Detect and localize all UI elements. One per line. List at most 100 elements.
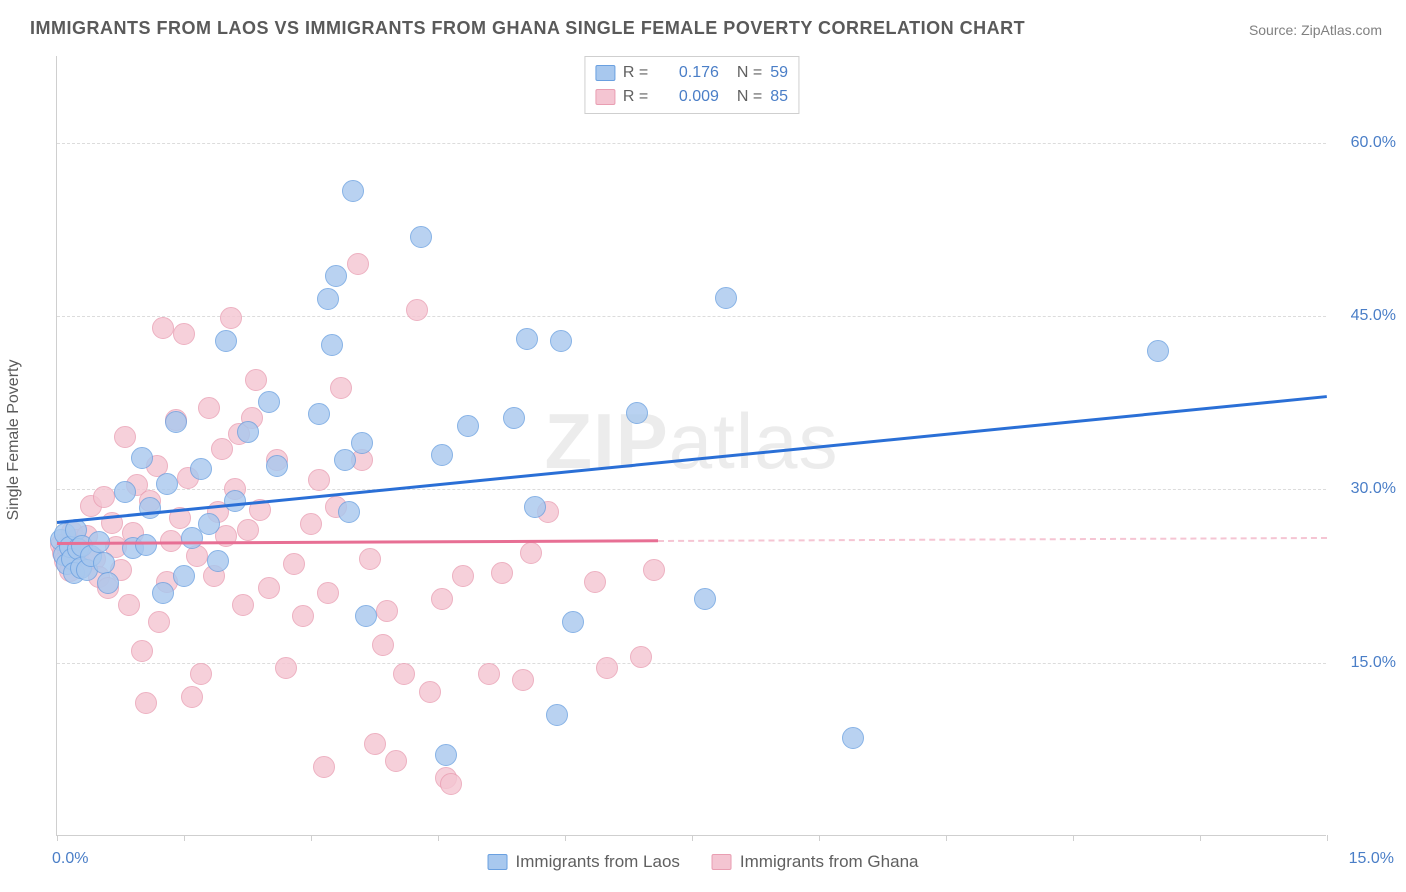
legend-correlation-row: R =0.176N =59 xyxy=(595,61,788,85)
chart-title: IMMIGRANTS FROM LAOS VS IMMIGRANTS FROM … xyxy=(30,18,1025,39)
r-label: R = xyxy=(623,85,653,109)
scatter-point xyxy=(452,565,474,587)
scatter-point xyxy=(393,663,415,685)
scatter-point xyxy=(503,407,525,429)
scatter-point xyxy=(715,287,737,309)
scatter-point xyxy=(630,646,652,668)
scatter-point xyxy=(419,681,441,703)
gridline xyxy=(57,663,1326,664)
scatter-point xyxy=(842,727,864,749)
scatter-point xyxy=(152,317,174,339)
scatter-point xyxy=(512,669,534,691)
scatter-point xyxy=(321,334,343,356)
scatter-point xyxy=(245,369,267,391)
x-tick-label: 15.0% xyxy=(1349,850,1394,868)
scatter-point xyxy=(258,577,280,599)
scatter-point xyxy=(478,663,500,685)
scatter-point xyxy=(516,328,538,350)
scatter-point xyxy=(308,403,330,425)
scatter-point xyxy=(198,397,220,419)
y-tick-label: 30.0% xyxy=(1336,480,1396,498)
x-tick xyxy=(311,835,312,841)
scatter-point xyxy=(114,426,136,448)
scatter-point xyxy=(186,545,208,567)
scatter-point xyxy=(440,773,462,795)
scatter-point xyxy=(220,307,242,329)
scatter-point xyxy=(207,550,229,572)
scatter-point xyxy=(372,634,394,656)
scatter-point xyxy=(643,559,665,581)
scatter-point xyxy=(313,756,335,778)
scatter-point xyxy=(347,253,369,275)
x-tick xyxy=(438,835,439,841)
x-tick xyxy=(1200,835,1201,841)
scatter-point xyxy=(224,490,246,512)
legend-swatch xyxy=(595,65,615,81)
scatter-point xyxy=(152,582,174,604)
scatter-point xyxy=(237,519,259,541)
scatter-point xyxy=(118,594,140,616)
scatter-point xyxy=(457,415,479,437)
scatter-point xyxy=(584,571,606,593)
n-value: 85 xyxy=(770,85,788,109)
scatter-point xyxy=(364,733,386,755)
legend-series-item: Immigrants from Ghana xyxy=(712,852,919,872)
scatter-point xyxy=(275,657,297,679)
scatter-point xyxy=(173,565,195,587)
r-label: R = xyxy=(623,61,653,85)
scatter-point xyxy=(211,438,233,460)
legend-series-label: Immigrants from Laos xyxy=(516,852,680,872)
scatter-point xyxy=(258,391,280,413)
scatter-point xyxy=(1147,340,1169,362)
scatter-point xyxy=(406,299,428,321)
y-tick-label: 45.0% xyxy=(1336,307,1396,325)
scatter-point xyxy=(139,497,161,519)
scatter-point xyxy=(338,501,360,523)
legend-swatch xyxy=(595,89,615,105)
scatter-point xyxy=(694,588,716,610)
x-tick xyxy=(946,835,947,841)
scatter-point xyxy=(562,611,584,633)
scatter-point xyxy=(355,605,377,627)
scatter-point xyxy=(385,750,407,772)
x-tick-label: 0.0% xyxy=(52,850,88,868)
scatter-point xyxy=(626,402,648,424)
scatter-point xyxy=(431,444,453,466)
y-tick-label: 60.0% xyxy=(1336,134,1396,152)
gridline xyxy=(57,489,1326,490)
legend-series: Immigrants from Laos Immigrants from Ghan… xyxy=(488,852,919,872)
scatter-point xyxy=(520,542,542,564)
plot-area: ZIPatlas R =0.176N =59R =0.009N =85 15.0… xyxy=(56,56,1326,836)
scatter-point xyxy=(410,226,432,248)
watermark: ZIPatlas xyxy=(544,395,838,486)
scatter-point xyxy=(190,663,212,685)
source-attribution: Source: ZipAtlas.com xyxy=(1249,22,1382,38)
scatter-point xyxy=(317,582,339,604)
n-label: N = xyxy=(737,85,762,109)
scatter-point xyxy=(131,447,153,469)
scatter-point xyxy=(491,562,513,584)
scatter-point xyxy=(114,481,136,503)
scatter-point xyxy=(232,594,254,616)
scatter-point xyxy=(334,449,356,471)
scatter-point xyxy=(435,744,457,766)
y-tick-label: 15.0% xyxy=(1336,654,1396,672)
legend-correlation-row: R =0.009N =85 xyxy=(595,85,788,109)
x-tick xyxy=(1327,835,1328,841)
scatter-point xyxy=(93,552,115,574)
scatter-point xyxy=(135,534,157,556)
x-tick xyxy=(565,835,566,841)
scatter-point xyxy=(198,513,220,535)
scatter-point xyxy=(524,496,546,518)
y-axis-title: Single Female Poverty xyxy=(5,360,23,521)
scatter-point xyxy=(431,588,453,610)
x-tick xyxy=(1073,835,1074,841)
scatter-point xyxy=(292,605,314,627)
legend-series-label: Immigrants from Ghana xyxy=(740,852,919,872)
n-label: N = xyxy=(737,61,762,85)
scatter-point xyxy=(190,458,212,480)
scatter-point xyxy=(156,473,178,495)
scatter-point xyxy=(165,411,187,433)
scatter-point xyxy=(546,704,568,726)
scatter-point xyxy=(351,432,373,454)
